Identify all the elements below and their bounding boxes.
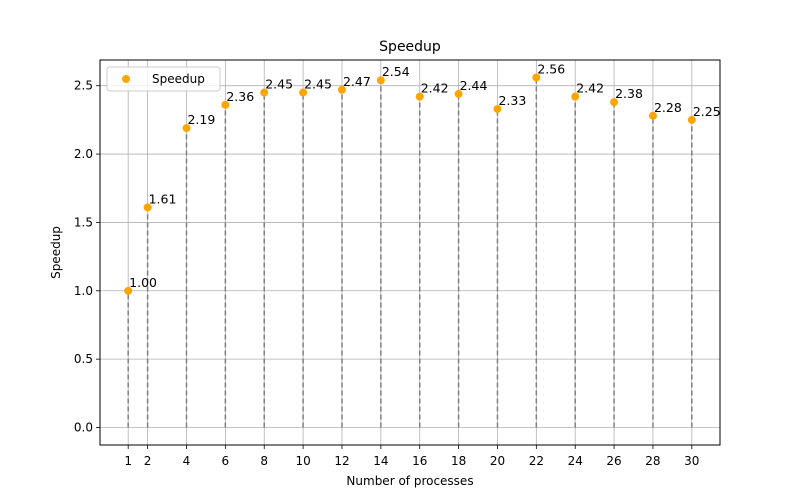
x-tick-label: 8 [260,454,268,468]
x-tick-label: 14 [373,454,388,468]
data-point [648,111,657,120]
y-ticks: 0.0 0.5 1.0 1.5 2.0 2.5 [74,79,100,435]
x-tick-label: 30 [684,454,699,468]
legend-marker [122,75,130,83]
data-label: 2.28 [654,100,682,115]
data-point [454,89,463,98]
x-tick-label: 26 [606,454,621,468]
data-label: 2.44 [460,78,488,93]
data-label: 2.42 [576,81,604,96]
data-point [337,85,346,94]
data-point [182,124,191,133]
x-axis-label: Number of processes [346,474,473,488]
data-label: 2.25 [693,104,721,119]
x-tick-label: 20 [490,454,505,468]
x-tick-label: 22 [529,454,544,468]
data-label: 2.38 [615,86,643,101]
data-point [124,286,133,295]
x-tick-label: 16 [412,454,427,468]
x-tick-label: 24 [568,454,583,468]
data-point [532,73,541,82]
x-tick-label: 12 [334,454,349,468]
stem-lines [127,77,693,428]
x-tick-label: 4 [183,454,191,468]
grid [100,60,720,445]
data-label: 2.56 [537,62,565,77]
x-tick-label: 28 [645,454,660,468]
data-label: 2.54 [382,64,410,79]
data-label: 1.00 [129,275,157,290]
data-label: 2.47 [343,74,371,89]
data-point [687,115,696,124]
y-tick-label: 2.0 [74,147,93,161]
legend: Speedup [106,66,221,92]
legend-label: Speedup [152,72,205,86]
y-tick-label: 0.5 [74,352,93,366]
data-label: 2.45 [265,77,293,92]
y-tick-label: 1.0 [74,284,93,298]
legend-box [106,66,221,92]
data-label: 2.19 [187,112,215,127]
x-tick-label: 2 [144,454,152,468]
data-points [124,73,696,295]
data-label: 2.36 [226,89,254,104]
data-point [415,92,424,101]
plot-frame [99,59,721,446]
y-tick-label: 1.5 [74,215,93,229]
x-tick-label: 18 [451,454,466,468]
y-tick-label: 2.5 [74,79,93,93]
x-tick-label: 10 [295,454,310,468]
data-point [610,98,619,107]
data-point [143,203,152,212]
data-point [299,88,308,97]
data-point [260,88,269,97]
chart-title: Speedup [379,39,441,55]
data-label: 2.42 [421,81,449,96]
x-tick-label: 6 [222,454,230,468]
data-point [376,76,385,85]
x-tick-label: 1 [124,454,132,468]
x-ticks: 1 2 4 6 8 10 12 14 16 18 20 22 24 26 28 30 [124,445,699,468]
data-point [571,92,580,101]
data-label: 1.61 [149,191,177,206]
y-tick-label: 0.0 [74,421,93,435]
data-label: 2.33 [498,93,526,108]
y-axis-label: Speedup [49,226,63,279]
data-labels: 1.00 1.61 2.19 2.36 2.45 2.45 2.47 2.54 2.42 2.44… [129,62,720,290]
data-label: 2.45 [304,77,332,92]
data-point [493,104,502,113]
data-point [221,100,230,109]
